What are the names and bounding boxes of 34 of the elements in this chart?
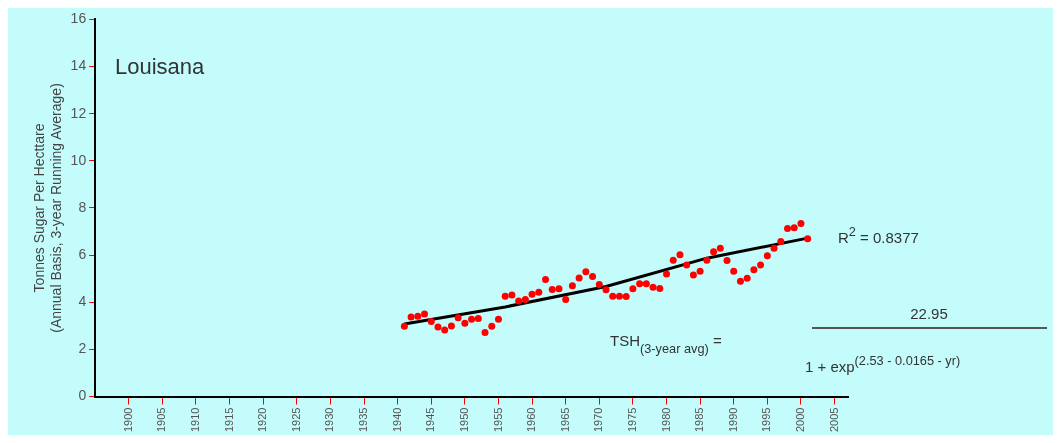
x-tick-label: 1970 [592, 407, 605, 433]
y-tick-label: 4 [78, 293, 87, 310]
y-tick-label: 10 [70, 151, 87, 168]
y-tick-label: 0 [78, 387, 87, 404]
x-tick-label: 1985 [693, 407, 706, 433]
x-tick-label: 1935 [357, 407, 370, 433]
x-tick-label: 1940 [390, 407, 403, 433]
x-tick-label: 1945 [424, 407, 437, 433]
x-tick-label: 1910 [189, 407, 202, 433]
y-tick-label: 2 [78, 340, 87, 357]
x-tick-label: 1990 [726, 407, 739, 433]
y-tick-label: 6 [78, 245, 87, 262]
y-tick-label: 12 [70, 104, 87, 121]
x-tick-label: 1905 [155, 407, 168, 433]
x-tick-label: 1980 [659, 407, 672, 433]
x-tick-label: 1975 [625, 407, 638, 433]
x-tick-label: 1915 [222, 407, 235, 433]
annotation: Louisana [115, 54, 206, 79]
x-tick-label: 1950 [457, 407, 470, 433]
x-tick-label: 1900 [121, 407, 134, 433]
x-tick-label: 1930 [323, 407, 336, 433]
y-axis-title: Tonnes Sugar Per Hecttare (Annual Basis, 3-year Running Average) [31, 83, 65, 333]
y-tick-label: 14 [70, 57, 87, 74]
x-tick-label: 1995 [760, 407, 773, 433]
y-tick-label: 8 [78, 198, 87, 215]
x-tick-label: 1960 [525, 407, 538, 433]
x-tick-label: 2000 [793, 407, 806, 433]
x-tick-label: 1925 [289, 407, 302, 433]
x-tick-label: 2005 [827, 407, 840, 433]
x-tick-label: 1955 [491, 407, 504, 433]
x-tick-label: 1920 [256, 407, 269, 433]
text: 22.95 [910, 305, 948, 322]
x-tick-label: 1965 [558, 407, 571, 433]
y-tick-label: 16 [70, 10, 87, 27]
